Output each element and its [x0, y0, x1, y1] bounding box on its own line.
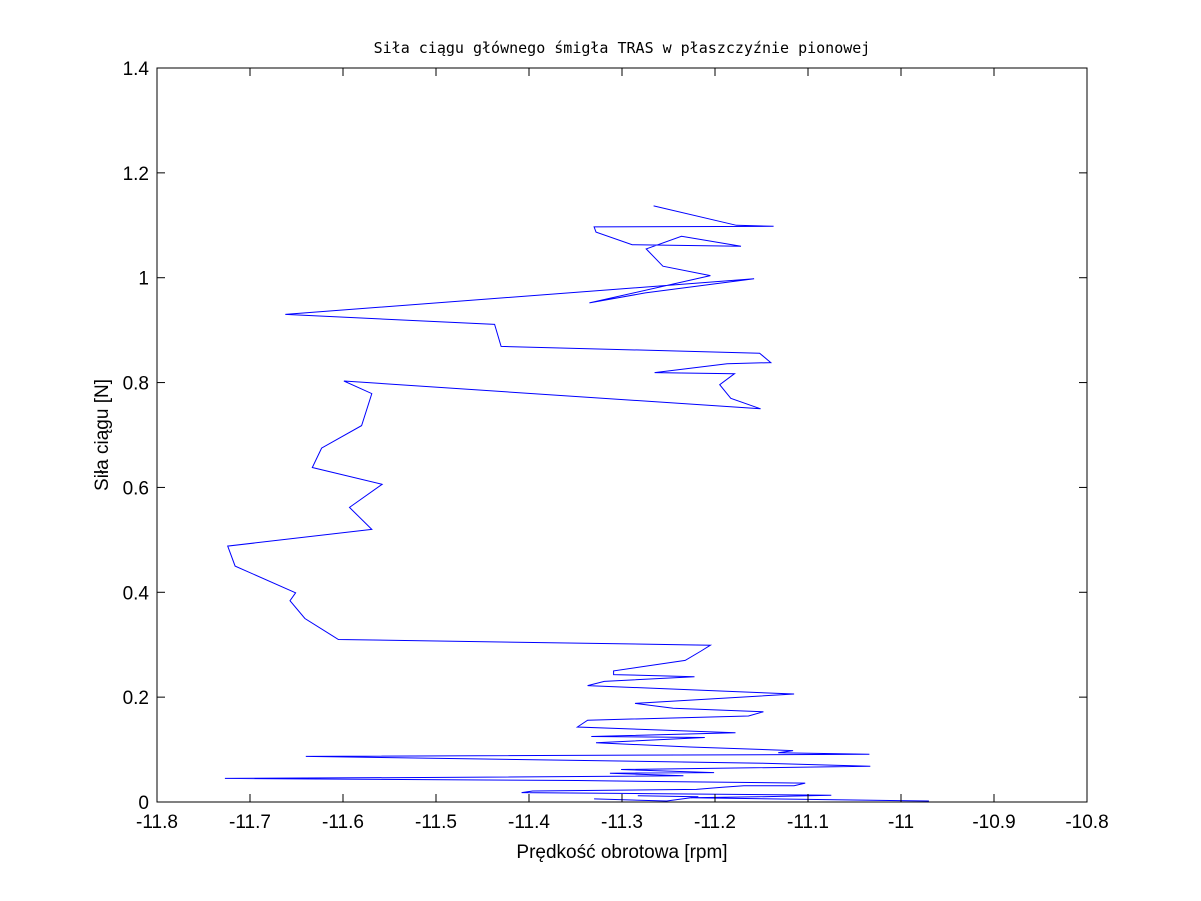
y-axis-label: Siła ciągu [N] [92, 379, 113, 491]
x-tick-label: -11.3 [601, 812, 643, 833]
y-tick-label: 0.6 [123, 478, 149, 499]
chart-title: Siła ciągu głównego śmigła TRAS w płaszc… [374, 39, 871, 57]
series-line-bottom [594, 795, 699, 802]
x-tick-label: -11.6 [322, 812, 364, 833]
x-tick-label: -11.5 [415, 812, 457, 833]
x-tick-label: -10.8 [1065, 812, 1108, 833]
y-tick-label: 1 [138, 269, 149, 290]
x-axis-label: Prędkość obrotowa [rpm] [516, 842, 727, 863]
ticks-layer: -11.8 -11.7 -11.6 -11.5 -11.4 -11.3 -11.2 -11.1… [123, 59, 1109, 833]
x-tick-label: -10.9 [972, 812, 1015, 833]
x-tick-label: -11.2 [694, 812, 736, 833]
x-tick-label: -11.4 [508, 812, 550, 833]
y-tick-label: 0.4 [123, 583, 150, 604]
x-tick-label: -11.8 [136, 812, 178, 833]
x-tick-label: -11.7 [229, 812, 271, 833]
y-tick-label: 1.2 [123, 164, 149, 185]
y-tick-label: 0.2 [123, 688, 149, 709]
x-tick-label: -11 [888, 812, 914, 833]
x-tick-label: -11.1 [787, 812, 829, 833]
series-line-main [224, 205, 929, 802]
series-layer [224, 205, 929, 802]
y-tick-label: 0.8 [123, 374, 149, 395]
y-tick-label: 1.4 [123, 59, 150, 80]
plot-area [156, 67, 1088, 803]
y-tick-label: 0 [138, 793, 149, 814]
